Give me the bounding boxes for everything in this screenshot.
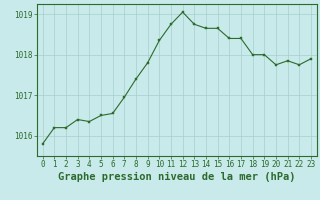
X-axis label: Graphe pression niveau de la mer (hPa): Graphe pression niveau de la mer (hPa) <box>58 172 296 182</box>
